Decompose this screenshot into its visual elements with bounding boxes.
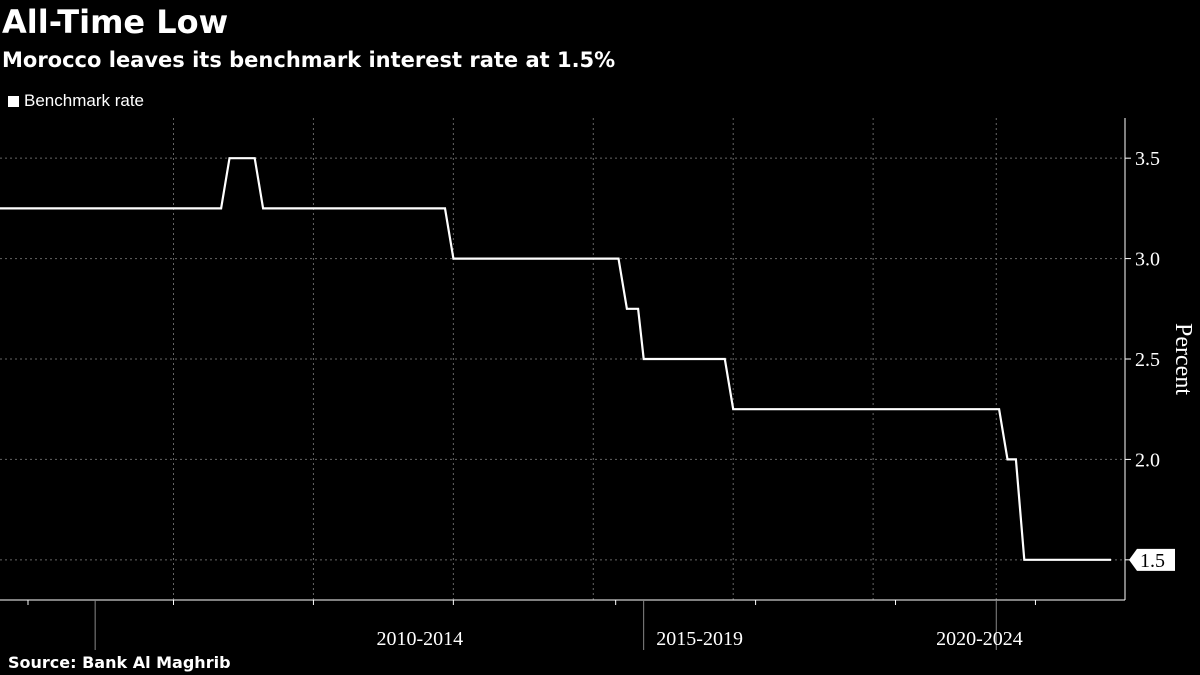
y-tick-label: 2.0 — [1135, 449, 1160, 471]
chart-title: All-Time Low — [2, 3, 229, 41]
legend-label: Benchmark rate — [24, 91, 144, 110]
gridlines — [0, 118, 1125, 600]
last-value-badge — [1129, 548, 1175, 571]
series-layer — [0, 157, 1111, 561]
last-value-label: 1.5 — [1140, 550, 1165, 572]
y-tick-label: 2.5 — [1135, 349, 1160, 371]
labels: 1.5 2.0 2.5 3.0 3.5 2010-2014 2015-2019 2020-20… — [376, 148, 1196, 650]
x-tick-label: 2020-2024 — [936, 628, 1023, 650]
x-tick-label: 2010-2014 — [376, 628, 463, 650]
legend: Benchmark rate — [8, 90, 144, 112]
x-tick-label: 2015-2019 — [656, 628, 743, 650]
chart-subtitle: Morocco leaves its benchmark interest ra… — [2, 48, 616, 72]
y-tick-label: 3.0 — [1135, 249, 1160, 271]
axes — [0, 118, 1131, 650]
source-note: Source: Bank Al Maghrib — [8, 653, 231, 672]
y-tick-label: 3.5 — [1135, 148, 1160, 170]
series-line-benchmark-rate — [0, 157, 1111, 561]
y-axis-title: Percent — [1170, 323, 1196, 395]
legend-swatch — [8, 95, 19, 107]
